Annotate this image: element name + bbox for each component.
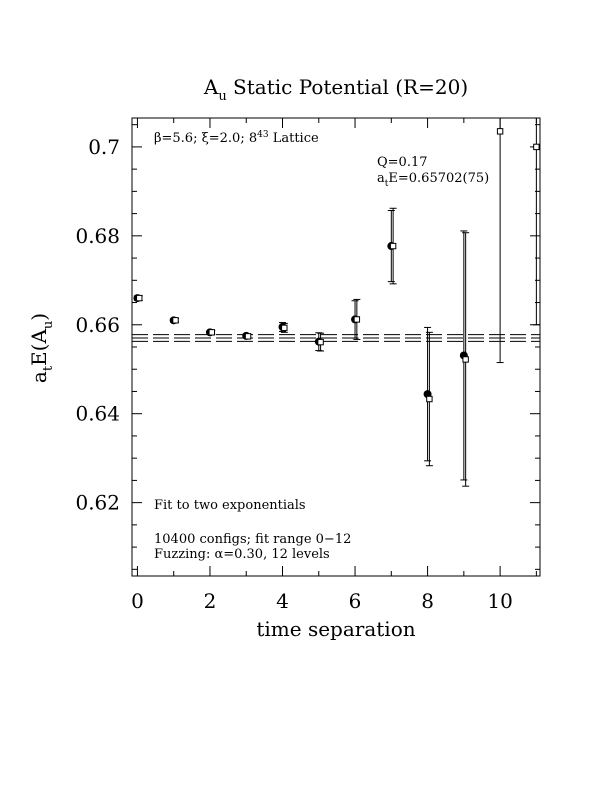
data-point: [353, 298, 361, 340]
data-point: [496, 118, 504, 364]
title-rest: Static Potential (R=20): [227, 75, 468, 99]
data-point: [532, 118, 540, 326]
marker-square: [389, 242, 397, 250]
y-tick-label: 0.64: [75, 402, 120, 426]
axis-ticks: [132, 118, 540, 576]
x-axis-title: time separation: [256, 617, 415, 641]
x-tick-label: 10: [487, 589, 512, 613]
configs-label: 10400 configs; fit range 0−12: [154, 532, 351, 547]
marker-square: [244, 333, 252, 340]
data-point: [172, 317, 180, 324]
y-tick-label: 0.7: [88, 135, 120, 159]
marker-square: [462, 356, 469, 363]
marker-square: [317, 338, 324, 346]
data-point: [459, 230, 468, 481]
data-point: [462, 232, 470, 487]
title-sub: u: [218, 89, 226, 104]
lattice-params-label: β=5.6; ξ=2.0; 843 Lattice: [154, 130, 319, 146]
x-tick-label: 8: [421, 589, 434, 613]
y-tick-label: 0.68: [75, 224, 120, 248]
data-point: [425, 331, 433, 467]
marker-square: [426, 395, 433, 403]
y-tick-label: 0.66: [75, 313, 120, 337]
q-value-label: Q=0.17: [377, 155, 428, 170]
data-point: [208, 329, 216, 336]
marker-square: [208, 329, 215, 336]
marker-square: [281, 324, 288, 332]
x-tick-label: 2: [204, 589, 217, 613]
chart-title: Au Static Potential (R=20): [203, 75, 468, 104]
data-point: [280, 322, 288, 333]
data-point: [389, 207, 397, 285]
fit-band: [132, 334, 540, 342]
fuzzing-label: Fuzzing: α=0.30, 12 levels: [154, 547, 330, 562]
marker-square: [136, 294, 143, 302]
fit-description-label: Fit to two exponentials: [154, 498, 306, 513]
data-point: [135, 294, 143, 302]
marker-square: [533, 143, 540, 151]
marker-square: [172, 317, 179, 324]
y-axis-title: atE(Au): [27, 313, 56, 383]
axis-tick-labels: 0 2 4 6 8 10 0.62 0.64 0.66 0.68 0.7: [75, 135, 512, 613]
x-tick-label: 4: [276, 589, 289, 613]
x-tick-label: 6: [349, 589, 362, 613]
y-tick-label: 0.62: [75, 491, 120, 515]
data-points: [133, 118, 540, 487]
data-point: [423, 326, 432, 462]
x-tick-label: 0: [131, 589, 144, 613]
data-point: [244, 333, 252, 340]
title-main: A: [203, 75, 219, 99]
marker-square: [496, 128, 504, 135]
marker-square: [353, 316, 361, 323]
data-point: [317, 332, 325, 352]
energy-label: atE=0.65702(75): [377, 171, 489, 189]
